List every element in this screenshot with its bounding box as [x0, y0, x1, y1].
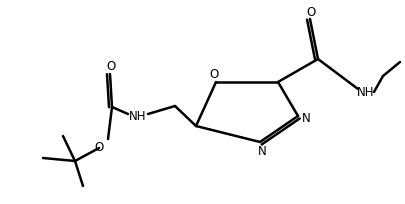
Text: N: N [257, 145, 266, 158]
Text: O: O [94, 141, 103, 154]
Text: O: O [106, 60, 115, 73]
Text: O: O [306, 6, 315, 18]
Text: NH: NH [129, 110, 146, 123]
Text: O: O [209, 68, 218, 81]
Text: NH: NH [356, 86, 374, 99]
Text: N: N [301, 112, 309, 125]
